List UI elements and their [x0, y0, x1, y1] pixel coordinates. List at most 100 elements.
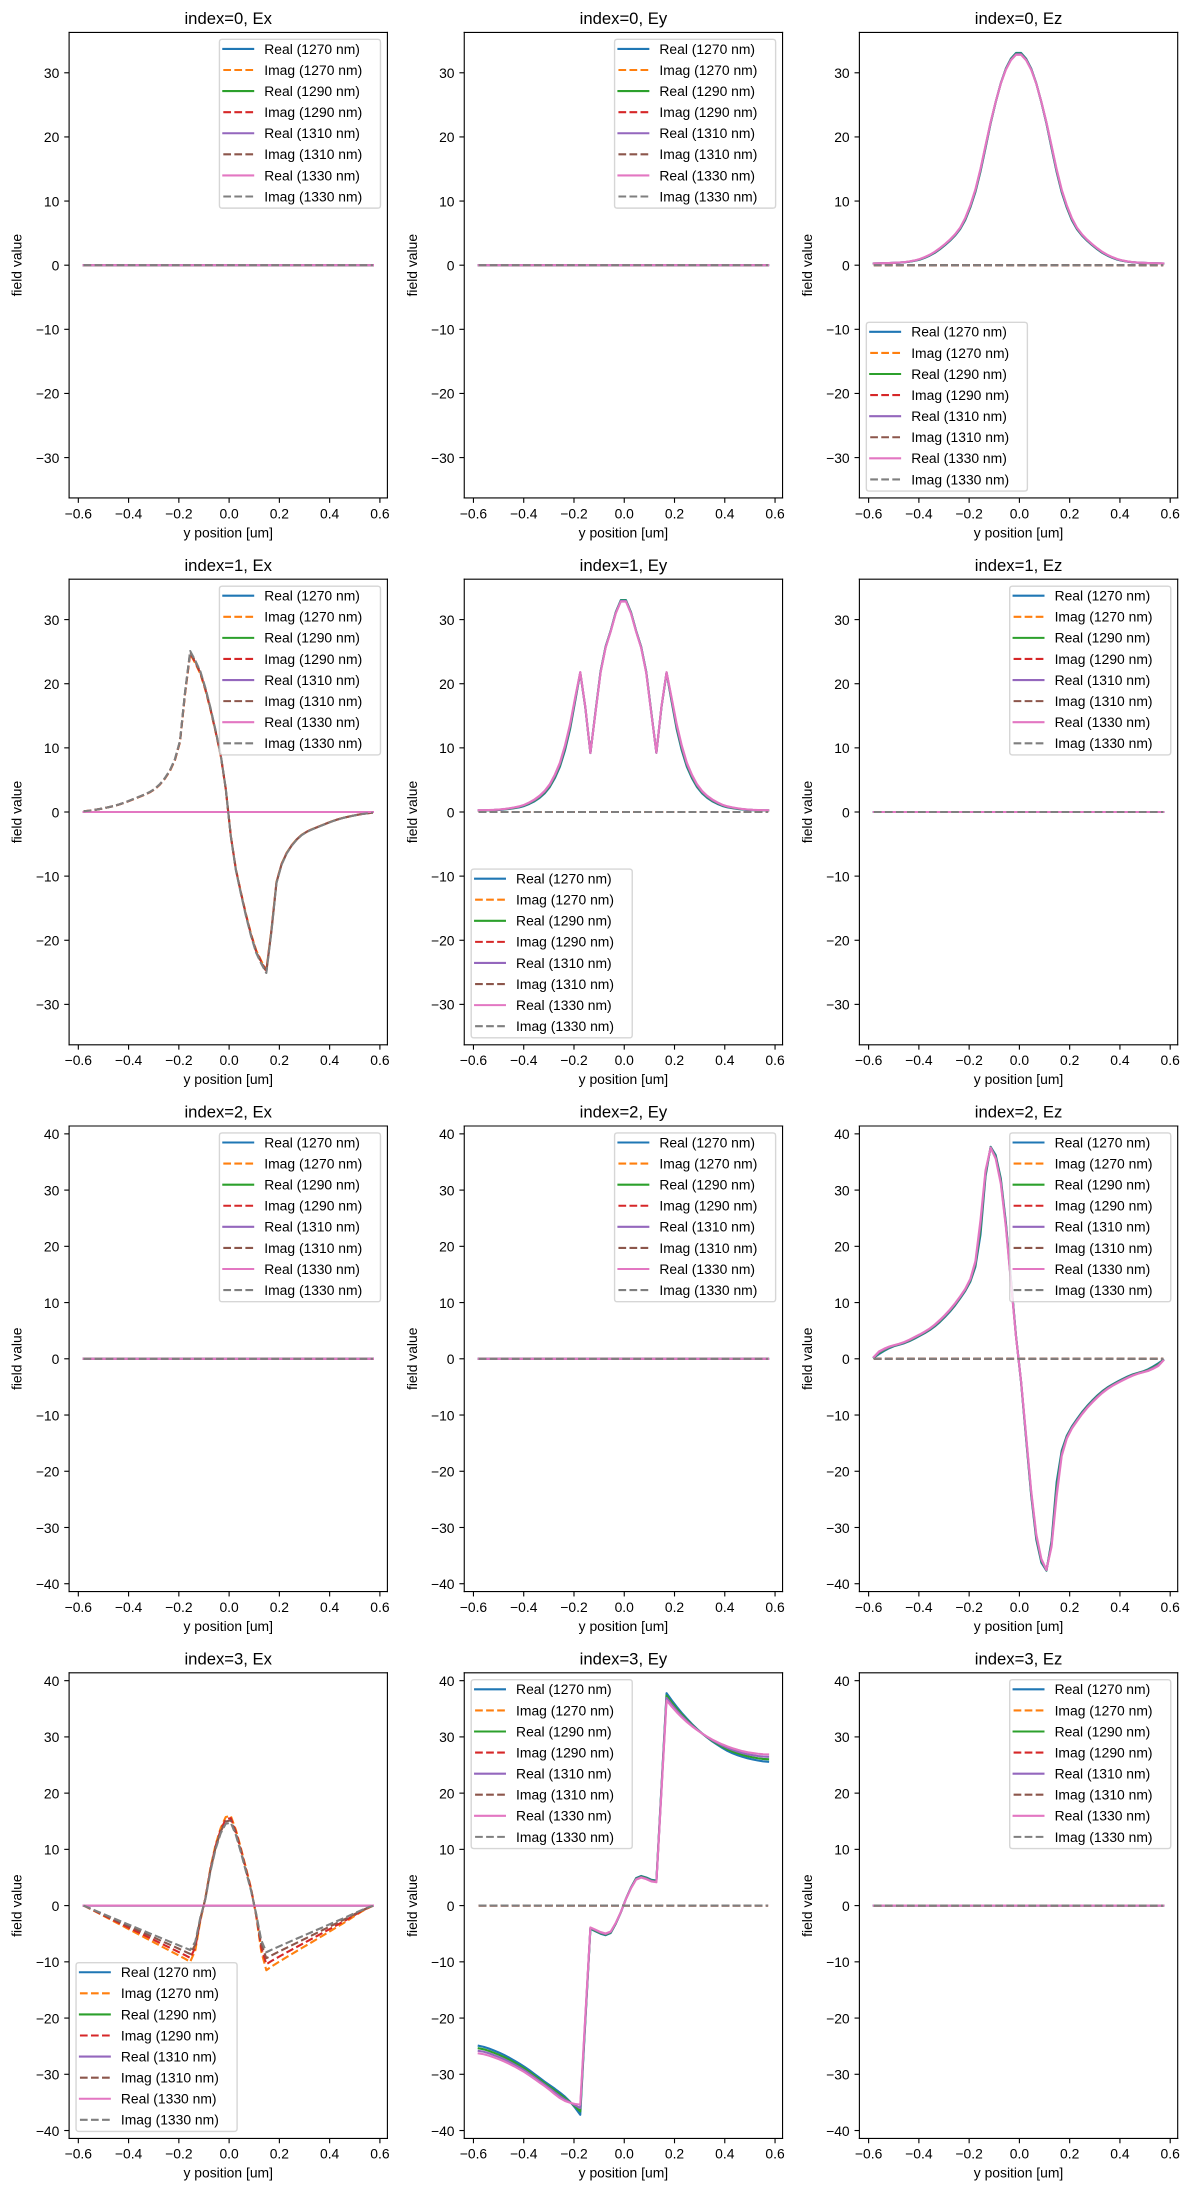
svg-text:field value: field value [404, 1327, 420, 1390]
svg-text:Real (1290 nm): Real (1290 nm) [264, 630, 360, 646]
svg-text:0.2: 0.2 [665, 2146, 685, 2162]
svg-text:0: 0 [842, 257, 850, 273]
svg-text:Imag (1310 nm): Imag (1310 nm) [911, 429, 1009, 445]
svg-text:0.6: 0.6 [1161, 1599, 1181, 1615]
svg-text:field value: field value [799, 1874, 815, 1937]
svg-text:0.0: 0.0 [219, 1599, 239, 1615]
svg-text:0: 0 [52, 257, 60, 273]
svg-text:30: 30 [44, 1729, 60, 1745]
svg-text:−20: −20 [826, 386, 850, 402]
svg-text:Real (1290 nm): Real (1290 nm) [264, 83, 360, 99]
svg-text:y position [um]: y position [um] [184, 2165, 273, 2181]
svg-text:Imag (1330 nm): Imag (1330 nm) [264, 188, 362, 204]
svg-text:−30: −30 [826, 450, 850, 466]
svg-text:Imag (1310 nm): Imag (1310 nm) [516, 976, 614, 992]
svg-text:−0.2: −0.2 [955, 1599, 983, 1615]
svg-text:Imag (1330 nm): Imag (1330 nm) [659, 1282, 757, 1298]
svg-text:−0.6: −0.6 [460, 505, 488, 521]
svg-text:Imag (1310 nm): Imag (1310 nm) [264, 1240, 362, 1256]
svg-text:Imag (1330 nm): Imag (1330 nm) [1055, 1829, 1153, 1845]
svg-text:0.6: 0.6 [370, 1052, 390, 1068]
svg-text:0.4: 0.4 [1110, 1052, 1130, 1068]
svg-text:10: 10 [834, 1295, 850, 1311]
svg-text:Imag (1310 nm): Imag (1310 nm) [659, 1240, 757, 1256]
svg-text:−10: −10 [431, 1954, 455, 1970]
svg-text:0.6: 0.6 [370, 1599, 390, 1615]
svg-text:Real (1270 nm): Real (1270 nm) [264, 41, 360, 57]
svg-text:Imag (1270 nm): Imag (1270 nm) [516, 892, 614, 908]
svg-text:−20: −20 [826, 1464, 850, 1480]
svg-text:Real (1270 nm): Real (1270 nm) [264, 588, 360, 604]
svg-text:30: 30 [439, 65, 455, 81]
svg-text:Real (1290 nm): Real (1290 nm) [659, 1177, 755, 1193]
svg-text:30: 30 [439, 1729, 455, 1745]
svg-text:−20: −20 [431, 386, 455, 402]
svg-text:−40: −40 [431, 2123, 455, 2139]
svg-text:Imag (1310 nm): Imag (1310 nm) [264, 693, 362, 709]
svg-text:−0.6: −0.6 [460, 1599, 488, 1615]
svg-text:0.2: 0.2 [1060, 2146, 1080, 2162]
svg-text:−20: −20 [36, 933, 60, 949]
svg-text:−10: −10 [826, 1407, 850, 1423]
svg-text:Real (1290 nm): Real (1290 nm) [659, 83, 755, 99]
svg-text:Real (1290 nm): Real (1290 nm) [1055, 1723, 1151, 1739]
svg-text:field value: field value [799, 1327, 815, 1390]
svg-text:0: 0 [842, 1898, 850, 1914]
svg-text:Imag (1330 nm): Imag (1330 nm) [659, 188, 757, 204]
svg-text:40: 40 [834, 1673, 850, 1689]
svg-text:−30: −30 [36, 450, 60, 466]
svg-text:20: 20 [44, 129, 60, 145]
svg-text:Imag (1270 nm): Imag (1270 nm) [1055, 1155, 1153, 1171]
svg-text:Imag (1270 nm): Imag (1270 nm) [516, 1702, 614, 1718]
svg-text:−0.2: −0.2 [560, 2146, 588, 2162]
svg-text:Real (1330 nm): Real (1330 nm) [659, 167, 755, 183]
svg-text:0.6: 0.6 [1161, 2146, 1181, 2162]
svg-text:−30: −30 [826, 1520, 850, 1536]
svg-text:0.4: 0.4 [715, 1052, 735, 1068]
svg-text:0.0: 0.0 [615, 2146, 635, 2162]
svg-text:Real (1330 nm): Real (1330 nm) [516, 1808, 612, 1824]
svg-text:Real (1330 nm): Real (1330 nm) [659, 1261, 755, 1277]
svg-text:Real (1330 nm): Real (1330 nm) [911, 450, 1007, 466]
svg-text:−0.4: −0.4 [115, 1052, 143, 1068]
svg-text:Imag (1330 nm): Imag (1330 nm) [264, 1282, 362, 1298]
svg-text:field value: field value [799, 780, 815, 843]
svg-text:y position [um]: y position [um] [974, 524, 1063, 540]
svg-text:−0.4: −0.4 [905, 1599, 933, 1615]
svg-text:Real (1270 nm): Real (1270 nm) [659, 1134, 755, 1150]
svg-text:−0.6: −0.6 [65, 505, 93, 521]
svg-text:20: 20 [439, 1239, 455, 1255]
svg-text:10: 10 [439, 1842, 455, 1858]
svg-text:30: 30 [834, 1182, 850, 1198]
svg-text:−0.6: −0.6 [855, 1599, 883, 1615]
svg-text:40: 40 [44, 1673, 60, 1689]
svg-text:−20: −20 [431, 2010, 455, 2026]
svg-text:30: 30 [834, 1729, 850, 1745]
svg-text:−40: −40 [826, 1576, 850, 1592]
svg-text:10: 10 [44, 1295, 60, 1311]
svg-text:0: 0 [447, 1898, 455, 1914]
svg-text:−40: −40 [36, 1576, 60, 1592]
svg-text:index=1, Ez: index=1, Ez [975, 556, 1063, 575]
svg-text:−30: −30 [431, 450, 455, 466]
svg-text:10: 10 [439, 1295, 455, 1311]
svg-text:40: 40 [439, 1126, 455, 1142]
svg-text:field value: field value [9, 234, 25, 297]
svg-text:0: 0 [52, 1351, 60, 1367]
svg-text:10: 10 [44, 1842, 60, 1858]
svg-text:Real (1270 nm): Real (1270 nm) [1055, 588, 1151, 604]
svg-text:−0.2: −0.2 [955, 1052, 983, 1068]
svg-text:0.2: 0.2 [665, 1052, 685, 1068]
svg-text:20: 20 [834, 1785, 850, 1801]
svg-text:−0.2: −0.2 [560, 1599, 588, 1615]
svg-text:−0.4: −0.4 [510, 1599, 538, 1615]
svg-text:0.6: 0.6 [765, 1599, 785, 1615]
svg-text:index=2, Ez: index=2, Ez [975, 1103, 1063, 1122]
svg-text:Real (1330 nm): Real (1330 nm) [1055, 714, 1151, 730]
svg-text:−0.2: −0.2 [165, 505, 193, 521]
svg-text:0.4: 0.4 [715, 2146, 735, 2162]
svg-text:y position [um]: y position [um] [579, 524, 668, 540]
svg-text:Imag (1330 nm): Imag (1330 nm) [911, 471, 1009, 487]
svg-text:−10: −10 [431, 1407, 455, 1423]
svg-text:Imag (1310 nm): Imag (1310 nm) [1055, 1240, 1153, 1256]
